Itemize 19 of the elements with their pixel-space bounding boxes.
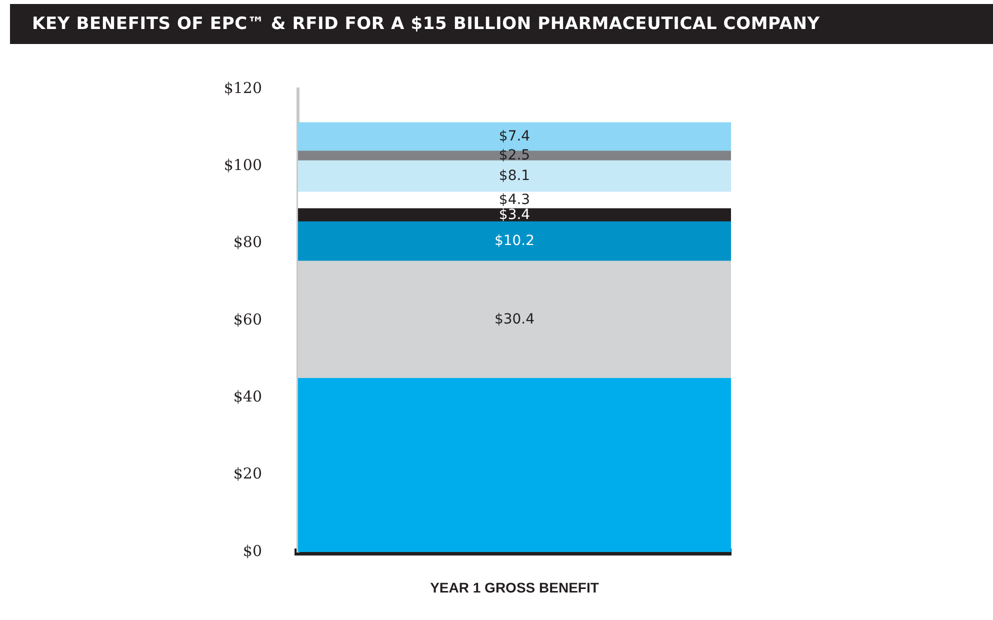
bar bbox=[298, 221, 731, 262]
data-label: $10.2 bbox=[494, 233, 535, 250]
y-tick-label: $0 bbox=[242, 542, 262, 560]
data-label: $8.1 bbox=[498, 168, 530, 184]
y-tick-label: $120 bbox=[224, 78, 262, 97]
y-tick-label: $60 bbox=[233, 310, 262, 328]
y-tick-label: $100 bbox=[224, 156, 262, 174]
bar bbox=[298, 260, 731, 379]
data-label: $2.5 bbox=[498, 148, 530, 164]
data-label: $3.4 bbox=[498, 206, 530, 223]
data-label: $30.4 bbox=[494, 311, 535, 328]
data-label: $4.3 bbox=[498, 192, 530, 208]
chart-title: KEY BENEFITS OF EPC™ & RFID FOR A $15 BILLION PHARMACEUTICAL COMPANY bbox=[10, 4, 993, 44]
bar bbox=[298, 150, 731, 162]
y-tick-label: $40 bbox=[233, 388, 262, 406]
data-label: $7.4 bbox=[498, 128, 530, 144]
x-tick-label: YEAR 1 GROSS BENEFIT bbox=[430, 579, 600, 596]
y-tick-label: $80 bbox=[233, 233, 262, 252]
y-tick-label: $20 bbox=[233, 464, 262, 483]
